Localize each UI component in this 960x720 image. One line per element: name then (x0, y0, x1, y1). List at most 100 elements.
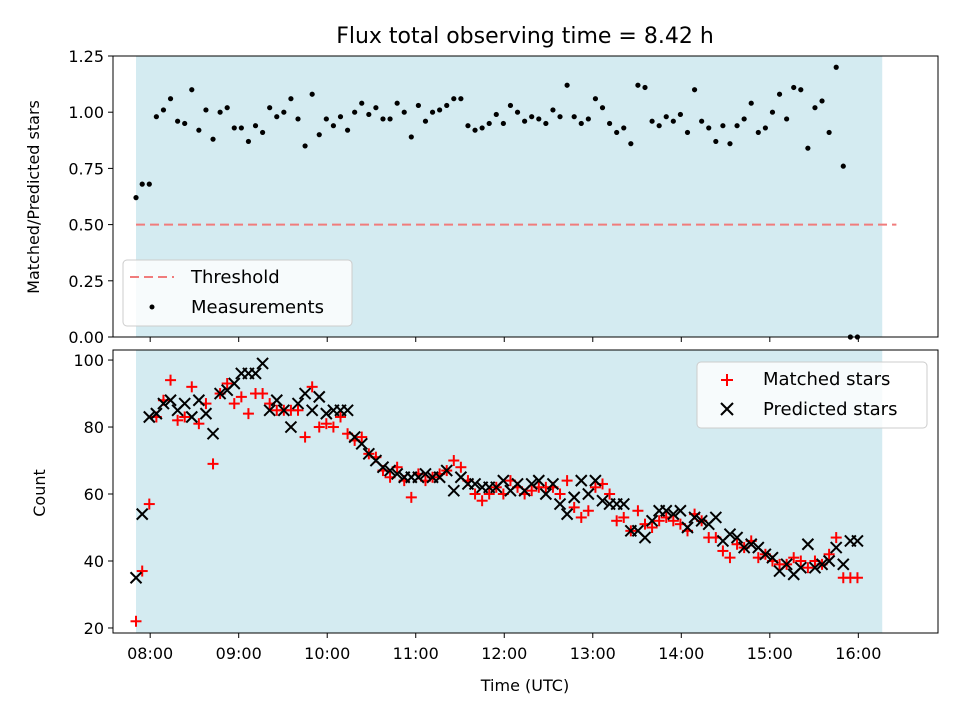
matched-star-point (618, 511, 630, 523)
predicted-star-point (440, 464, 453, 477)
measurement-point (281, 109, 287, 115)
matched-star-point (717, 545, 729, 557)
measurement-point (309, 91, 315, 97)
measurement-point (366, 111, 372, 118)
x-tick-label: 15:00 (747, 644, 793, 663)
measurement-point (458, 96, 464, 102)
top-legend-box (122, 259, 353, 327)
bottom-y-ticks: 20 40 60 80 100 (73, 351, 113, 638)
matched-star-point (646, 522, 658, 534)
measurement-point (557, 114, 563, 120)
measurement-point (592, 96, 599, 102)
predicted-star-point (617, 497, 630, 511)
legend-predicted-swatch (720, 402, 734, 416)
predicted-star-point (355, 437, 368, 450)
matched-star-point (568, 501, 580, 513)
matched-star-point (292, 404, 304, 416)
measurement-points (133, 64, 861, 340)
predicted-star-point (759, 548, 772, 561)
measurement-point (493, 111, 499, 118)
bottom-y-tick-label: 20 (84, 619, 104, 638)
measurement-point (713, 138, 719, 145)
x-tick-label: 14:00 (658, 644, 704, 663)
x-tick-label: 11:00 (393, 644, 439, 663)
measurement-point (387, 116, 393, 122)
predicted-star-point (709, 511, 723, 524)
measurement-point (429, 109, 436, 115)
measurement-point (295, 116, 301, 122)
predicted-star-point (263, 404, 276, 417)
predicted-star-point (582, 487, 595, 501)
predicted-star-point (136, 507, 149, 521)
matched-star-point (554, 488, 566, 500)
measurement-point (741, 116, 747, 122)
measurement-point (599, 105, 606, 111)
predicted-star-point (213, 387, 227, 400)
measurement-point (677, 111, 684, 118)
measurement-point (330, 123, 337, 129)
measurement-point (550, 107, 556, 113)
predicted-star-point (390, 467, 404, 481)
measurement-point (529, 114, 535, 120)
predicted-star-point (497, 474, 510, 487)
predicted-star-point (567, 491, 581, 504)
bottom-y-tick-label: 60 (84, 485, 104, 504)
predicted-star-point (539, 487, 553, 501)
measurement-point (621, 125, 627, 131)
legend-measurements-swatch (149, 304, 155, 310)
predicted-star-point (383, 464, 397, 477)
measurement-point (819, 98, 825, 104)
predicted-star-point (143, 410, 156, 424)
x-tick-label: 10:00 (304, 644, 350, 663)
top-y-ticks: 0.00 0.25 0.50 0.75 1.00 1.25 (68, 47, 113, 347)
measurement-point (706, 125, 712, 131)
measurement-point (175, 118, 181, 124)
predicted-star-point (270, 394, 283, 407)
measurement-point (203, 107, 209, 113)
matched-star-point (724, 552, 736, 564)
measurement-point (791, 84, 797, 91)
measurement-point (642, 84, 648, 91)
predicted-star-point (745, 538, 758, 551)
legend-matched-label: Matched stars (763, 369, 890, 390)
measurement-point (514, 109, 521, 115)
matched-star-point (405, 491, 417, 503)
predicted-star-point (560, 507, 574, 521)
measurement-point (337, 114, 344, 120)
measurement-point (274, 114, 280, 120)
measurement-point (748, 100, 754, 106)
measurement-point (352, 109, 358, 115)
top-y-tick-label: 0.50 (68, 216, 104, 235)
measurement-point (670, 118, 676, 124)
measurement-point (401, 109, 407, 115)
measurement-point (564, 82, 570, 88)
predicted-star-point (284, 420, 298, 434)
measurement-point (614, 129, 620, 136)
predicted-star-point (837, 558, 850, 571)
predicted-star-point (829, 541, 843, 554)
predicted-star-point (851, 534, 864, 548)
matched-star-point (448, 455, 460, 467)
matched-star-point (306, 381, 318, 393)
bottom-x-ticks: 08:00 09:00 10:00 11:00 12:00 13:00 14:00 15:00… (127, 633, 881, 663)
measurement-point (288, 96, 294, 102)
measurement-point (189, 87, 195, 93)
measurement-point (238, 125, 244, 131)
measurement-point (536, 116, 542, 122)
matched-star-point (667, 515, 679, 527)
measurement-point (380, 116, 386, 122)
measurement-point (160, 107, 167, 113)
predicted-star-point (815, 558, 829, 571)
measurement-point (649, 118, 655, 124)
measurement-point (585, 116, 591, 122)
predicted-star-point (596, 494, 609, 507)
measurement-point (465, 123, 471, 129)
measurement-point (196, 127, 202, 133)
measurement-point (224, 105, 230, 111)
predicted-star-point (546, 477, 560, 491)
predicted-star-point (206, 427, 220, 440)
measurement-point (408, 134, 414, 140)
matched-star-point (795, 555, 807, 567)
predicted-star-point (249, 367, 262, 380)
measurement-point (571, 114, 577, 120)
